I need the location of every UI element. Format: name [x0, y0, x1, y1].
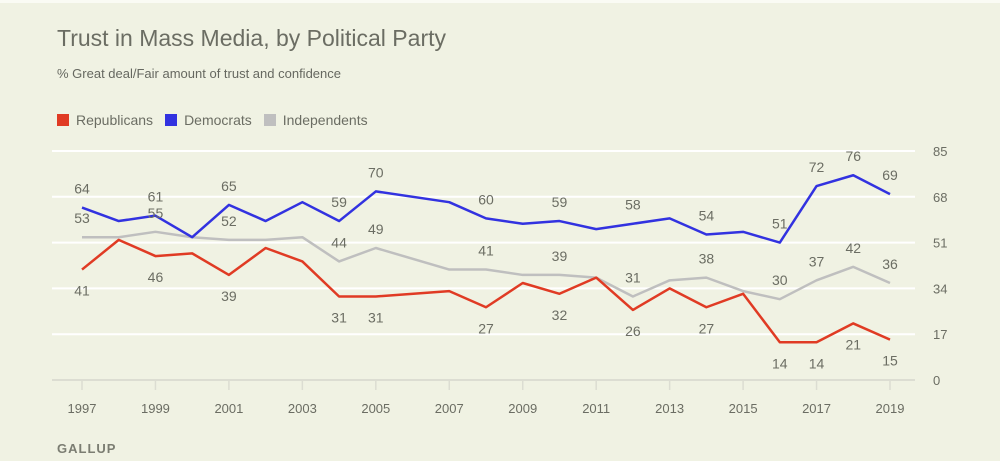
- legend-item-independents[interactable]: Independents: [263, 112, 368, 128]
- y-axis-ticks: 0 17 34 51 68 85: [933, 144, 947, 388]
- legend-swatch-democrats: [165, 114, 178, 126]
- y-tick-label: 85: [933, 144, 947, 159]
- legend-label-independents: Independents: [282, 112, 368, 128]
- legend-item-republicans[interactable]: Republicans: [57, 112, 153, 128]
- x-tick-label: 2001: [214, 401, 243, 416]
- data-label-democrats: 70: [368, 164, 384, 180]
- y-tick-label: 34: [933, 281, 947, 296]
- data-label-independents: 44: [331, 234, 347, 250]
- data-label-republicans: 41: [74, 283, 90, 299]
- x-tick-label: 2003: [288, 401, 317, 416]
- data-label-republicans: 21: [845, 336, 861, 352]
- data-label-independents: 36: [882, 256, 898, 272]
- x-tick-label: 2011: [582, 401, 610, 416]
- x-tick-label: 2009: [508, 401, 537, 416]
- legend-label-republicans: Republicans: [76, 112, 154, 128]
- data-label-republicans: 31: [368, 309, 384, 325]
- data-label-independents: 49: [368, 221, 384, 237]
- data-label-democrats: 51: [772, 216, 788, 232]
- data-label-independents: 41: [478, 243, 494, 259]
- data-label-independents: 55: [148, 205, 164, 221]
- series-line-democrats: [81, 173, 891, 244]
- x-tick-label: 2015: [729, 401, 758, 416]
- data-label-republicans: 32: [552, 307, 568, 323]
- series-lines: [81, 173, 891, 344]
- gridlines: [52, 150, 915, 336]
- x-tick-label: 2013: [655, 401, 684, 416]
- data-label-independents: 31: [625, 269, 641, 285]
- x-tick-label: 1999: [141, 401, 170, 416]
- x-tick-label: 2005: [361, 401, 390, 416]
- data-label-democrats: 58: [625, 197, 641, 213]
- data-label-democrats: 69: [882, 167, 898, 183]
- data-label-democrats: 59: [331, 194, 347, 210]
- series-line-independents: [82, 230, 891, 301]
- data-label-independents: 52: [221, 213, 237, 229]
- x-tick-label: 2019: [876, 401, 905, 416]
- data-label-democrats: 72: [809, 159, 825, 175]
- x-tick-label: 1997: [68, 401, 97, 416]
- data-labels: 41 46 39 31 31 27 32 26 27 14 14 21 15 64 61 65 59 70 60 59…: [74, 148, 898, 371]
- data-label-republicans: 14: [772, 355, 788, 371]
- chart-title: Trust in Mass Media, by Political Party: [57, 25, 446, 51]
- legend-item-democrats[interactable]: Democrats: [165, 112, 252, 128]
- x-tick-label: 2007: [435, 401, 464, 416]
- data-label-independents: 38: [699, 251, 715, 267]
- data-label-democrats: 65: [221, 178, 237, 194]
- y-tick-label: 17: [933, 327, 947, 342]
- data-label-independents: 37: [809, 253, 825, 269]
- legend-swatch-republicans: [57, 114, 69, 126]
- x-tick-label: 2017: [802, 401, 831, 416]
- data-label-democrats: 59: [552, 194, 568, 210]
- data-label-independents: 39: [552, 248, 568, 264]
- data-label-republicans: 27: [699, 320, 715, 336]
- y-tick-label: 51: [933, 236, 947, 251]
- data-label-independents: 53: [74, 210, 90, 226]
- data-label-republicans: 26: [625, 323, 641, 339]
- top-border: [0, 0, 1000, 3]
- data-label-republicans: 31: [331, 309, 347, 325]
- data-label-republicans: 39: [221, 288, 237, 304]
- chart-subtitle: % Great deal/Fair amount of trust and co…: [57, 66, 341, 81]
- data-label-democrats: 76: [845, 148, 861, 164]
- y-tick-label: 0: [933, 373, 940, 388]
- legend-swatch-independents: [263, 114, 276, 126]
- data-label-democrats: 61: [148, 189, 164, 205]
- data-label-democrats: 60: [478, 191, 494, 207]
- y-tick-label: 68: [933, 190, 947, 205]
- data-label-independents: 30: [772, 272, 788, 288]
- legend-label-democrats: Democrats: [184, 112, 252, 128]
- series-line-republicans: [81, 238, 891, 344]
- source-label: GALLUP: [57, 441, 117, 456]
- data-label-republicans: 27: [478, 320, 494, 336]
- data-label-republicans: 46: [148, 269, 164, 285]
- data-label-democrats: 64: [74, 181, 90, 197]
- legend: Republicans Democrats Independents: [57, 112, 380, 128]
- data-label-independents: 42: [845, 240, 861, 256]
- x-axis: 1997 1999 2001 2003 2005 2007 2009 2011 2013 2015…: [52, 379, 915, 416]
- data-label-democrats: 54: [699, 208, 715, 224]
- data-label-republicans: 14: [809, 355, 825, 371]
- data-label-republicans: 15: [882, 353, 898, 369]
